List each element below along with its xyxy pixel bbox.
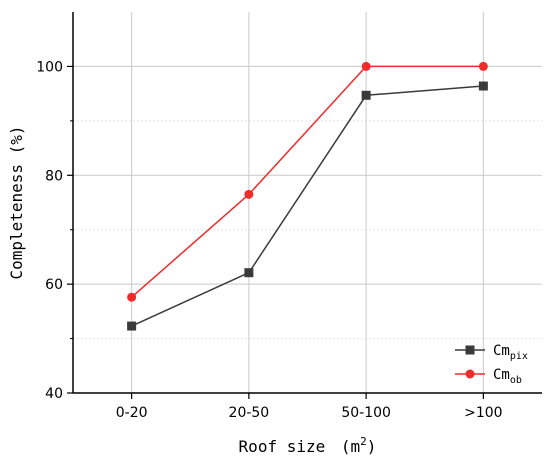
data-point-pix-2 bbox=[361, 90, 371, 100]
series-line-ob bbox=[131, 65, 484, 298]
data-point-pix-0 bbox=[127, 321, 137, 331]
legend-label-main: Cm bbox=[493, 343, 510, 359]
x-axis-label-open-paren: ( bbox=[341, 437, 351, 456]
series-layer bbox=[127, 61, 488, 331]
legend-label-subscript: pix bbox=[510, 351, 528, 362]
grid-layer bbox=[73, 12, 542, 393]
x-axis-label: Roof size (m2) bbox=[239, 435, 377, 456]
data-point-ob-0 bbox=[127, 292, 137, 302]
data-point-ob-2 bbox=[361, 61, 371, 71]
data-point-pix-1 bbox=[244, 268, 254, 278]
legend-label-main: Cm bbox=[493, 367, 510, 383]
axes-layer bbox=[67, 12, 542, 399]
x-axis-label-unit: m bbox=[351, 437, 361, 456]
x-tick-label-0: 0-20 bbox=[116, 405, 148, 421]
x-tick-label-1: 20-50 bbox=[229, 405, 270, 421]
y-tick-label-80: 80 bbox=[45, 168, 63, 184]
x-tick-label-3: >100 bbox=[464, 405, 502, 421]
y-tick-label-100: 100 bbox=[36, 59, 63, 75]
legend-label-subscript: ob bbox=[510, 375, 522, 386]
y-tick-label-40: 40 bbox=[45, 386, 63, 402]
legend-label-ob: Cmob bbox=[493, 367, 522, 386]
data-point-ob-1 bbox=[244, 189, 254, 199]
tick-labels: 40 60 80 100 0-20 20-50 50-100 >100 bbox=[36, 59, 502, 421]
series-line-pix bbox=[131, 85, 484, 327]
y-axis-label: Completeness (%) bbox=[7, 125, 26, 279]
x-axis-label-unit-exponent: 2 bbox=[360, 435, 367, 448]
data-point-ob-3 bbox=[478, 61, 488, 71]
y-tick-label-60: 60 bbox=[45, 277, 63, 293]
legend-marker-ob bbox=[465, 369, 475, 379]
x-axis-label-close-paren: ) bbox=[367, 437, 377, 456]
data-point-pix-3 bbox=[478, 81, 488, 91]
x-tick-label-2: 50-100 bbox=[341, 405, 391, 421]
legend-marker-pix bbox=[465, 345, 475, 355]
legend-label-pix: Cmpix bbox=[493, 343, 528, 362]
x-axis-label-text: Roof size bbox=[239, 437, 326, 456]
